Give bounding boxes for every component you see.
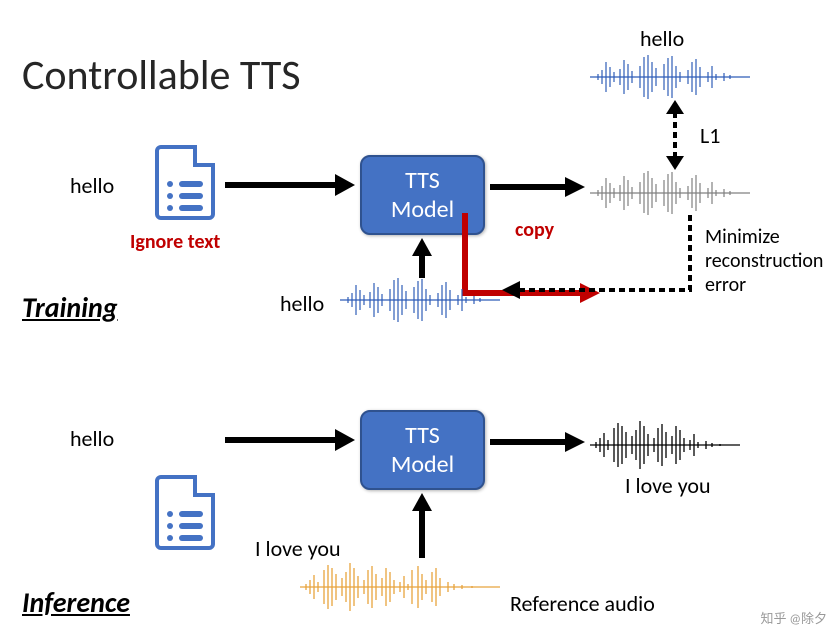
min-recon-label: Minimize reconstruction error — [705, 225, 823, 297]
inference-label: Inference — [22, 585, 130, 620]
training-label: Training — [22, 290, 118, 325]
input-text-2: hello — [70, 425, 114, 452]
ignore-text-label: Ignore text — [130, 230, 220, 254]
l1-label: L1 — [700, 122, 720, 149]
document-icon-2 — [155, 475, 215, 550]
target-label: hello — [640, 25, 684, 52]
waveform-reference-orange — [300, 560, 500, 615]
arrow-input-to-model-2 — [225, 425, 355, 455]
arrow-model-to-output-2 — [490, 430, 585, 454]
arrow-model-to-output-1 — [490, 175, 585, 199]
l1-arrow — [660, 100, 690, 170]
arrow-input-to-model-1 — [225, 170, 355, 200]
waveform-target-blue — [590, 52, 750, 102]
reference-audio-label: Reference audio — [510, 590, 655, 617]
reference-label-2: I love you — [255, 535, 341, 562]
output-label-2: I love you — [625, 472, 711, 499]
tts-model-box-2: TTS Model — [360, 410, 485, 490]
input-text-1: hello — [70, 172, 114, 199]
arrow-reference-to-model-2 — [407, 493, 437, 558]
reference-label-1: hello — [280, 290, 324, 317]
document-icon — [155, 145, 215, 220]
waveform-output-black — [590, 418, 740, 473]
watermark: 知乎 @除夕 — [760, 608, 827, 627]
recon-dashed-arrow — [490, 215, 700, 305]
waveform-output-gray — [590, 168, 750, 218]
arrow-reference-to-model-1 — [407, 238, 437, 278]
waveform-reference-1 — [340, 275, 500, 325]
page-title: Controllable TTS — [22, 50, 301, 101]
